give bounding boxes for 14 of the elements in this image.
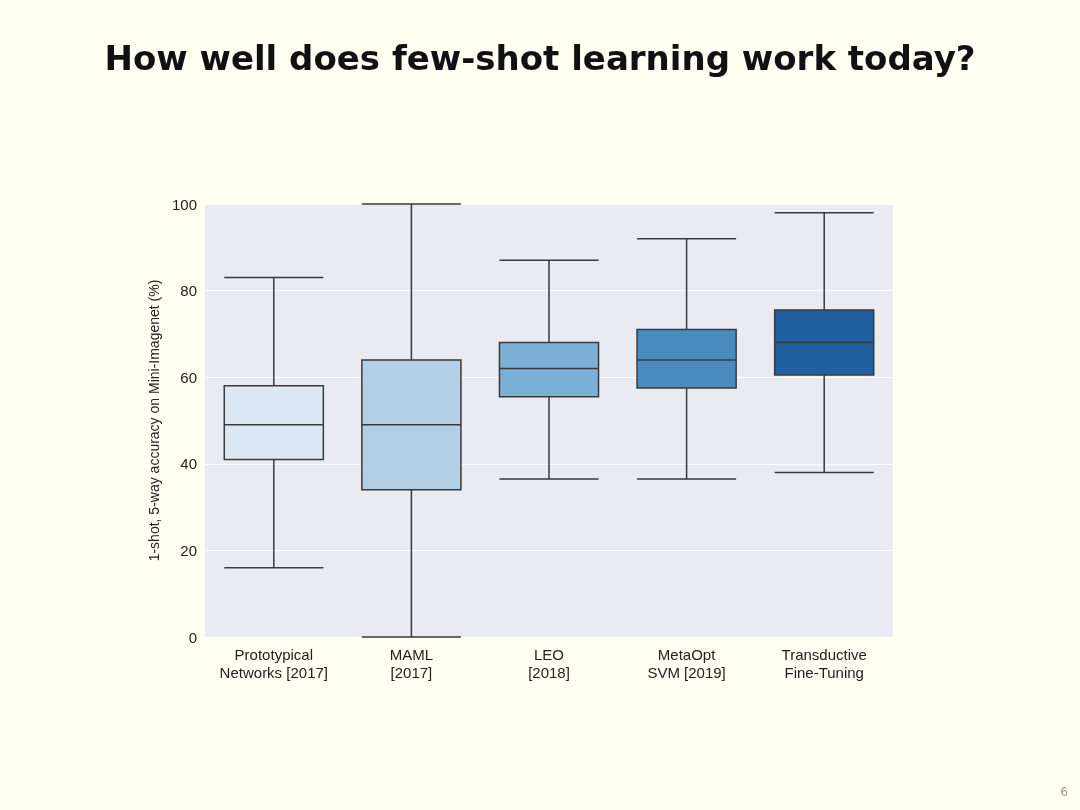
- text: 6: [1060, 785, 1069, 799]
- x-tick-label: MAML [2017]: [389, 645, 434, 681]
- y-tick-label: 100: [171, 195, 197, 213]
- y-tick-label: 80: [180, 282, 197, 300]
- chart-title: How well does few-shot learning work today?: [104, 38, 976, 78]
- y-tick-label: 0: [188, 628, 197, 646]
- x-tick-label: MetaOpt SVM [2019]: [647, 645, 726, 681]
- y-axis-title: 1-shot, 5-way accuracy on Mini-Imagenet (%): [146, 279, 163, 562]
- x-tick-label: Prototypical Networks [2017]: [219, 645, 328, 681]
- y-tick-label: 60: [180, 368, 197, 386]
- y-tick-label: 20: [180, 541, 197, 559]
- x-tick-label: LEO [2018]: [528, 645, 570, 681]
- y-tick-label: 40: [180, 455, 197, 473]
- x-tick-label: Transductive Fine-Tuning: [781, 645, 867, 681]
